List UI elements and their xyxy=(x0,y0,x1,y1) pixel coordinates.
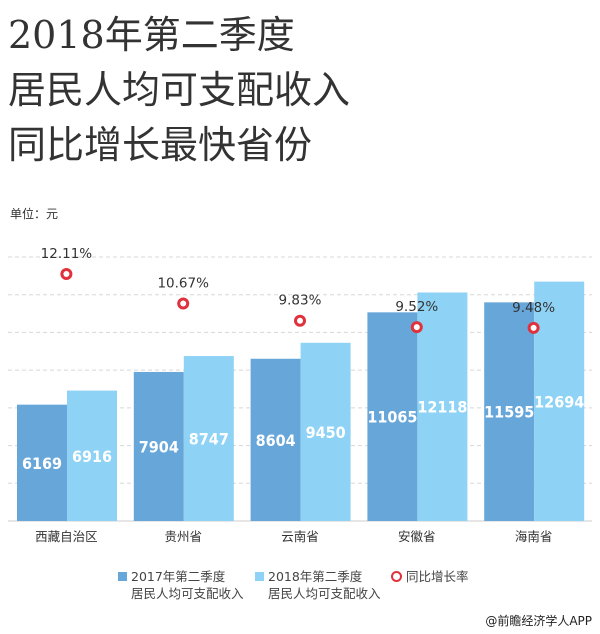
title-line: 2018年第二季度 xyxy=(8,13,295,57)
growth-label: 9.48% xyxy=(512,300,555,316)
bar-value-label: 6916 xyxy=(72,447,112,466)
growth-marker xyxy=(527,321,540,334)
x-tick-label: 云南省 xyxy=(281,529,319,544)
bar-value-label: 11065 xyxy=(367,408,417,427)
x-tick-label: 贵州省 xyxy=(164,529,202,544)
growth-marker xyxy=(177,297,190,310)
legend-label: 2018年第二季度 xyxy=(268,569,363,584)
bar-value-label: 6169 xyxy=(22,454,62,473)
chart-title: 2018年第二季度 居民人均可支配收入 同比增长最快省份 xyxy=(8,8,350,173)
bar-value-label: 12118 xyxy=(417,398,467,417)
growth-label: 10.67% xyxy=(157,276,209,292)
x-tick-label: 海南省 xyxy=(515,529,553,544)
legend-item-2018: 2018年第二季度 居民人均可支配收入 xyxy=(255,568,381,602)
bar xyxy=(133,371,184,521)
bar xyxy=(534,281,585,521)
legend-label: 2017年第二季度 xyxy=(131,569,226,584)
bar xyxy=(484,302,535,521)
bar-value-label: 7904 xyxy=(139,437,179,456)
bar xyxy=(183,356,234,521)
bar xyxy=(67,390,117,521)
x-tick-label: 安徽省 xyxy=(398,529,436,544)
legend-label: 同比增长率 xyxy=(406,569,469,584)
growth-label: 9.83% xyxy=(279,293,322,309)
growth-label: 12.11% xyxy=(41,246,93,262)
growth-marker xyxy=(294,314,306,327)
legend-item-2017: 2017年第二季度 居民人均可支配收入 xyxy=(118,568,244,602)
legend-swatch xyxy=(255,572,264,581)
bar-value-label: 8604 xyxy=(256,431,296,450)
bar-value-label: 11595 xyxy=(484,403,534,422)
growth-label: 9.52% xyxy=(395,299,438,315)
growth-marker xyxy=(410,321,423,334)
bar xyxy=(17,404,67,521)
legend-label: 居民人均可支配收入 xyxy=(131,586,244,601)
bar-value-label: 9450 xyxy=(306,423,346,442)
bar-value-label: 12694 xyxy=(534,392,584,411)
legend-marker-icon xyxy=(391,571,402,582)
unit-label: 单位：元 xyxy=(10,207,59,221)
growth-marker xyxy=(60,268,73,280)
x-tick-label: 西藏自治区 xyxy=(35,529,98,544)
legend-label: 居民人均可支配收入 xyxy=(268,586,381,601)
bar xyxy=(367,312,418,521)
title-line: 同比增长最快省份 xyxy=(8,123,313,167)
bar xyxy=(417,292,468,521)
bar-value-label: 8747 xyxy=(189,430,229,449)
title-line: 居民人均可支配收入 xyxy=(8,68,351,112)
credit-text: @前瞻经济学人APP xyxy=(485,614,592,628)
legend-item-growth: 同比增长率 xyxy=(391,568,469,585)
bar xyxy=(250,358,301,521)
bar xyxy=(300,342,351,521)
legend-swatch xyxy=(118,572,127,581)
